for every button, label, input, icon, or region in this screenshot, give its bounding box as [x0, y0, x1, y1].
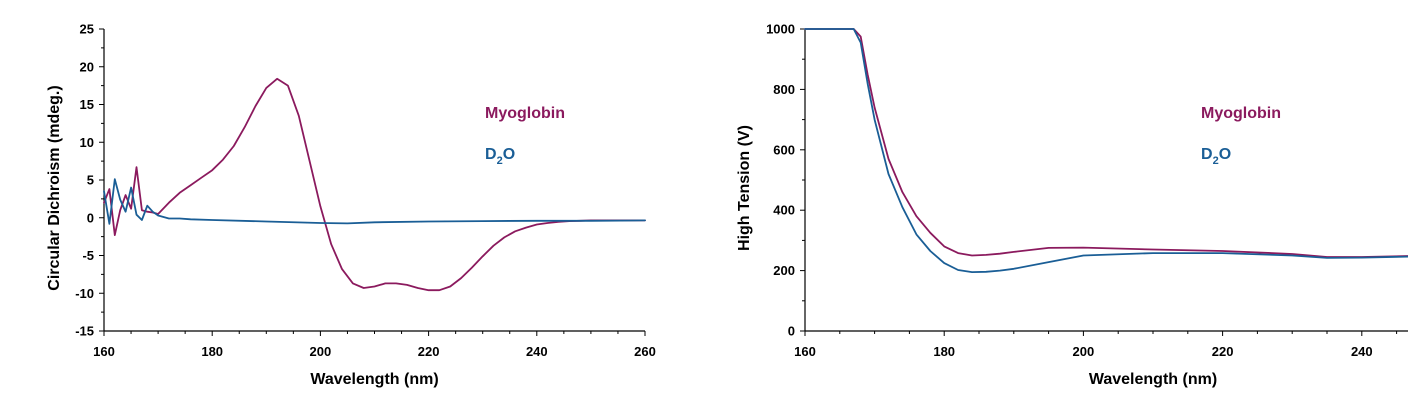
x-tick-label: 180: [933, 344, 955, 359]
y-tick-label: 10: [80, 135, 94, 150]
y-tick-label: 600: [773, 142, 795, 157]
y-tick-label: 0: [788, 324, 795, 339]
y-tick-label: 1000: [766, 22, 795, 37]
y-tick-label: 200: [773, 263, 795, 278]
y-tick-label: 800: [773, 82, 795, 97]
legend-myoglobin: Myoglobin: [485, 105, 565, 122]
y-tick-label: 25: [80, 22, 94, 37]
series-line: [804, 28, 1408, 274]
y-axis-title: High Tension (V): [736, 125, 753, 251]
high-tension-chart: 02004006008001000160180200220240260Wavel…: [736, 22, 1408, 388]
y-tick-label: 5: [87, 173, 94, 188]
cd-chart: -15 -10 -5 0 5 10 15 20 25 160 180 200 220 240 260 Wave…: [46, 22, 656, 389]
x-tick-label: 160: [93, 344, 115, 359]
x-tick-label: 220: [1212, 344, 1234, 359]
x-tick-label: 160: [794, 344, 816, 359]
y-tick-label: 20: [80, 59, 94, 74]
series-line: [804, 28, 1408, 258]
y-tick-label: -15: [75, 324, 94, 339]
y-tick-label: 15: [80, 97, 94, 112]
x-tick-label: 180: [201, 344, 223, 359]
legend-d2o: D2O: [485, 146, 515, 167]
x-tick-label: 220: [418, 344, 440, 359]
x-axis-title: Wavelength (nm): [310, 371, 438, 388]
y-axis-title: Circular Dichroism (mdeg.): [46, 85, 63, 290]
x-tick-label: 240: [526, 344, 548, 359]
y-tick-label: -5: [82, 248, 94, 263]
series-line: [103, 178, 646, 225]
legend-d2o-2: D2O: [1201, 146, 1231, 167]
y-tick-label: 400: [773, 203, 795, 218]
x-tick-label: 200: [1073, 344, 1095, 359]
y-tick-label: 0: [87, 210, 94, 225]
x-tick-label: 200: [310, 344, 332, 359]
y-tick-label: -10: [75, 286, 94, 301]
x-tick-label: 260: [634, 344, 656, 359]
legend-myoglobin-2: Myoglobin: [1201, 105, 1281, 122]
x-tick-label: 240: [1351, 344, 1373, 359]
x-axis-title: Wavelength (nm): [1089, 371, 1217, 388]
series-line: [103, 77, 646, 292]
